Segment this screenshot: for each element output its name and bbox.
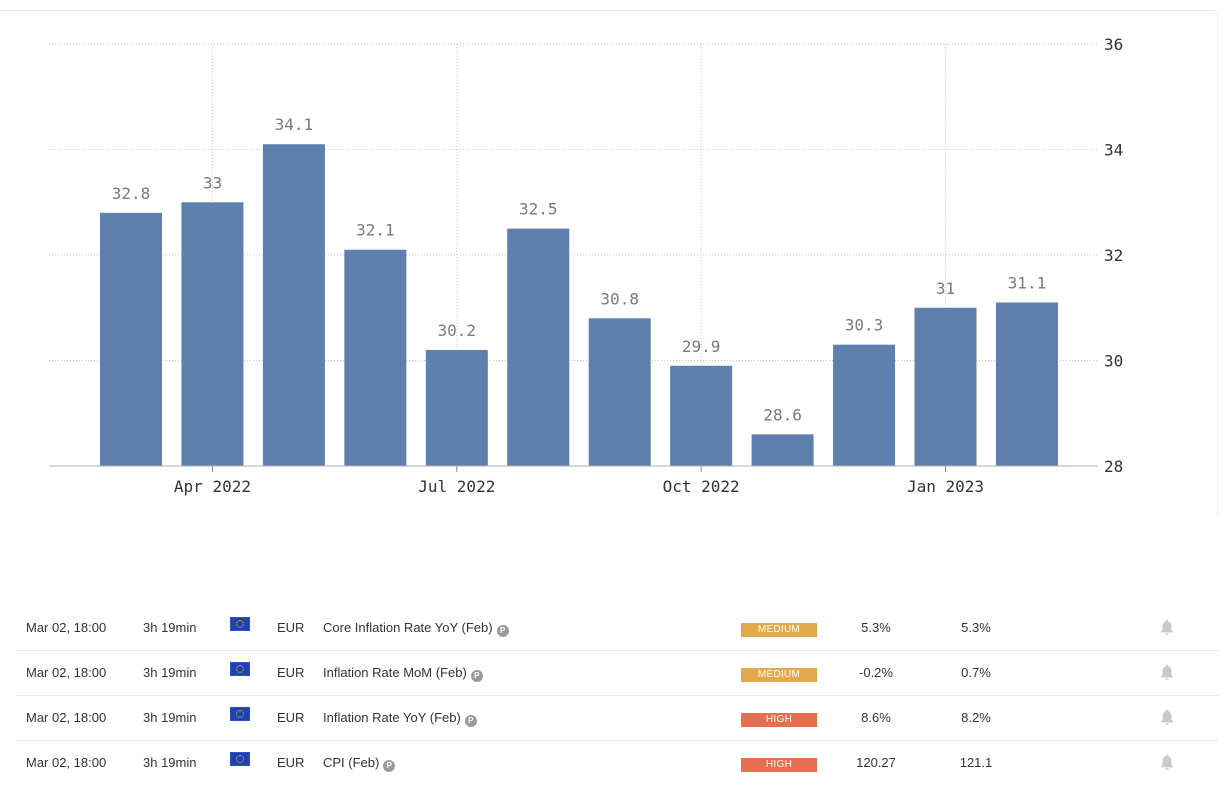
- time-remaining: 3h 19min: [143, 710, 197, 725]
- bar: [751, 434, 814, 466]
- event-date: Mar 02, 18:00: [26, 620, 107, 635]
- table-row[interactable]: Mar 02, 18:00 3h 19min EUR Inflation Rat…: [16, 696, 1218, 741]
- importance-badge: HIGH: [741, 713, 817, 727]
- importance-cell: MEDIUM: [741, 666, 817, 682]
- event-name[interactable]: Inflation Rate YoY (Feb): [323, 710, 461, 725]
- event-name[interactable]: Inflation Rate MoM (Feb): [323, 665, 467, 680]
- bar: [344, 249, 407, 466]
- data-label: 29.9: [682, 337, 721, 356]
- event-name-cell[interactable]: CPI (Feb) P: [323, 741, 396, 785]
- actual-value: 120.27: [856, 755, 896, 770]
- bar: [914, 307, 977, 466]
- bar: [588, 318, 651, 466]
- bar: [100, 212, 162, 466]
- data-label: 33: [203, 173, 222, 192]
- time-remaining: 3h 19min: [143, 755, 197, 770]
- eu-flag-icon: [230, 707, 250, 721]
- bar: [670, 365, 733, 466]
- preliminary-icon: P: [496, 625, 509, 637]
- eu-flag-icon: [230, 617, 250, 631]
- event-name[interactable]: CPI (Feb): [323, 755, 380, 770]
- x-tick-label: Apr 2022: [174, 477, 251, 496]
- preliminary-icon: P: [383, 760, 396, 772]
- importance-cell: HIGH: [741, 756, 817, 772]
- bar: [507, 228, 570, 466]
- currency-code: EUR: [277, 620, 305, 635]
- data-label: 34.1: [275, 115, 314, 134]
- data-label: 30.8: [600, 289, 639, 308]
- y-tick-label: 32: [1104, 246, 1123, 265]
- preliminary-icon: P: [464, 715, 477, 727]
- currency-code: EUR: [277, 710, 305, 725]
- importance-badge: MEDIUM: [741, 668, 817, 682]
- economic-calendar-table: Mar 02, 18:00 3h 19min EUR Core Inflatio…: [16, 606, 1218, 785]
- time-remaining: 3h 19min: [143, 665, 197, 680]
- data-label: 31: [936, 279, 955, 298]
- bar-chart: 32.8 33 34.1 32.1 30.2 32.5 30.8 29.9 28.6 30.3 31…: [49, 35, 1123, 496]
- eu-flag-icon: [230, 752, 250, 766]
- y-tick-label: 36: [1104, 35, 1123, 54]
- y-tick-label: 34: [1104, 141, 1123, 160]
- bar: [262, 144, 325, 466]
- actual-value: 8.6%: [861, 710, 891, 725]
- previous-value: 0.7%: [961, 665, 991, 680]
- previous-value: 5.3%: [961, 620, 991, 635]
- bell-icon[interactable]: [1159, 708, 1175, 726]
- event-name-cell[interactable]: Inflation Rate YoY (Feb) P: [323, 696, 477, 740]
- event-date: Mar 02, 18:00: [26, 665, 107, 680]
- previous-value: 8.2%: [961, 710, 991, 725]
- x-tick-label: Jan 2023: [907, 477, 984, 496]
- importance-cell: MEDIUM: [741, 621, 817, 637]
- time-remaining: 3h 19min: [143, 620, 197, 635]
- actual-value: 5.3%: [861, 620, 891, 635]
- actual-value: -0.2%: [859, 665, 893, 680]
- y-tick-label: 30: [1104, 352, 1123, 371]
- importance-badge: HIGH: [741, 758, 817, 772]
- bell-icon[interactable]: [1159, 618, 1175, 636]
- y-tick-label: 28: [1104, 457, 1123, 476]
- x-tick-label: Oct 2022: [663, 477, 740, 496]
- event-date: Mar 02, 18:00: [26, 710, 107, 725]
- data-label: 31.1: [1008, 273, 1047, 292]
- importance-cell: HIGH: [741, 711, 817, 727]
- event-name-cell[interactable]: Inflation Rate MoM (Feb) P: [323, 651, 483, 695]
- previous-value: 121.1: [959, 755, 993, 770]
- bar: [425, 349, 488, 466]
- data-label: 30.3: [845, 316, 884, 335]
- currency-code: EUR: [277, 665, 305, 680]
- bar: [833, 344, 896, 466]
- bar-layer: [100, 144, 1058, 466]
- data-label: 32.8: [112, 184, 151, 203]
- data-label: 32.1: [356, 221, 395, 240]
- top-divider: [0, 10, 1215, 11]
- x-tick-label: Jul 2022: [418, 477, 495, 496]
- data-label: 32.5: [519, 200, 558, 219]
- table-row[interactable]: Mar 02, 18:00 3h 19min EUR Core Inflatio…: [16, 606, 1218, 651]
- event-date: Mar 02, 18:00: [26, 755, 107, 770]
- bell-icon[interactable]: [1159, 753, 1175, 771]
- event-name[interactable]: Core Inflation Rate YoY (Feb): [323, 620, 493, 635]
- bar: [181, 202, 244, 466]
- currency-code: EUR: [277, 755, 305, 770]
- event-name-cell[interactable]: Core Inflation Rate YoY (Feb) P: [323, 606, 509, 650]
- bar: [995, 302, 1058, 466]
- right-divider: [1217, 10, 1218, 515]
- preliminary-icon: P: [470, 670, 483, 682]
- data-label-layer: 32.8 33 34.1 32.1 30.2 32.5 30.8 29.9 28.6 30.3 31…: [112, 115, 1046, 424]
- data-label: 30.2: [438, 321, 477, 340]
- axis-layer: 28 30 32 34 36 Apr 2022 Jul 2022 Oct 2022 Jan 20…: [49, 35, 1123, 496]
- table-row[interactable]: Mar 02, 18:00 3h 19min EUR CPI (Feb) P HI…: [16, 741, 1218, 785]
- data-label: 28.6: [763, 405, 802, 424]
- importance-badge: MEDIUM: [741, 623, 817, 637]
- bell-icon[interactable]: [1159, 663, 1175, 681]
- eu-flag-icon: [230, 662, 250, 676]
- table-row[interactable]: Mar 02, 18:00 3h 19min EUR Inflation Rat…: [16, 651, 1218, 696]
